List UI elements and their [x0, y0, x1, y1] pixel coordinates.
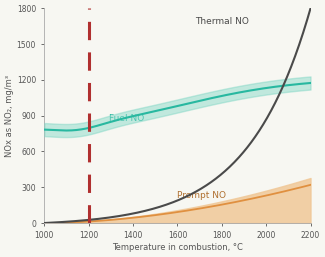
- Text: Thermal NO: Thermal NO: [195, 17, 249, 26]
- X-axis label: Temperature in combustion, °C: Temperature in combustion, °C: [112, 243, 243, 252]
- Y-axis label: NOx as NO₂, mg/m³: NOx as NO₂, mg/m³: [5, 75, 14, 157]
- Text: Fuel NO: Fuel NO: [109, 114, 144, 123]
- Text: Prompt NO: Prompt NO: [177, 191, 227, 200]
